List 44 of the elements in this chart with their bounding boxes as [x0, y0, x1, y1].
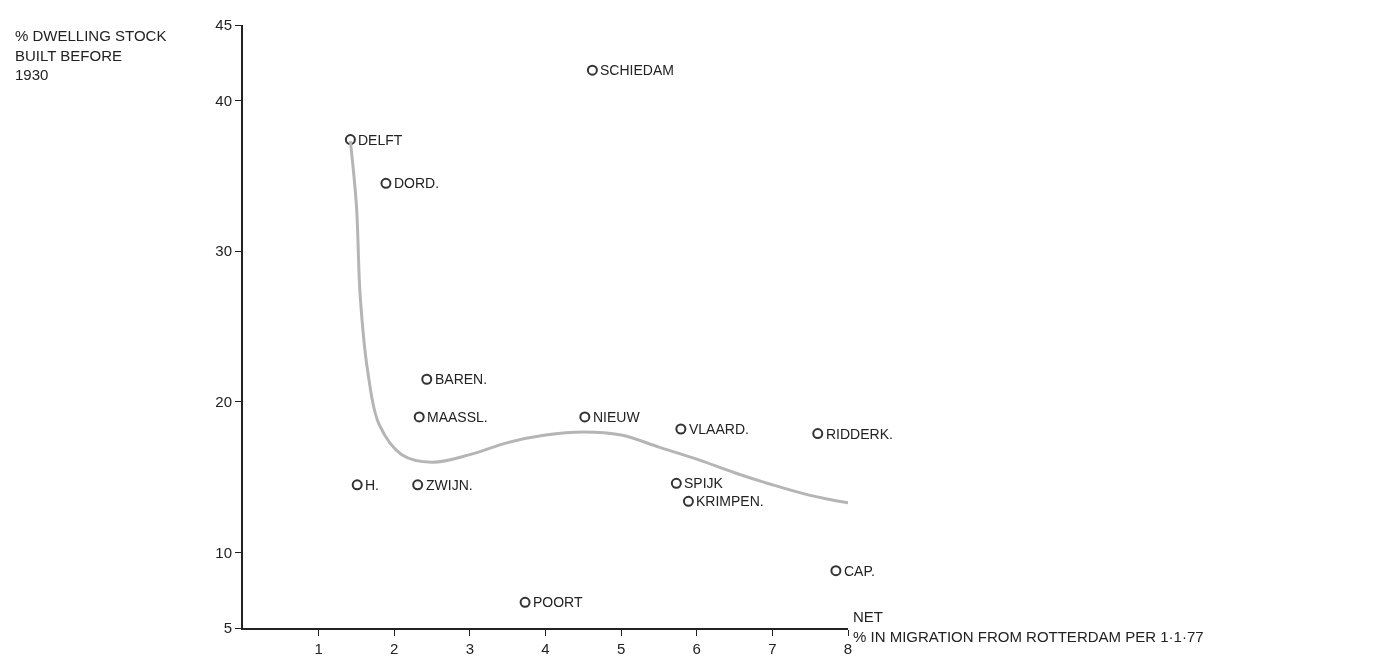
- annotation: NIEUW: [593, 409, 641, 425]
- x-tick-label: 4: [541, 640, 550, 657]
- annotation: BAREN.: [435, 371, 488, 387]
- annotation: POORT: [533, 594, 583, 610]
- x-tick-label: 7: [768, 640, 777, 657]
- y-tick-label: 30: [215, 242, 232, 260]
- y-tick-label: 5: [223, 619, 232, 637]
- annotation: RIDDERK.: [826, 426, 893, 442]
- point: [413, 411, 425, 423]
- x-axis-title: NET % IN MIGRATION FROM ROTTERDAM PER 1·1·77: [853, 608, 1204, 645]
- x-tick-label: 2: [390, 640, 399, 657]
- x-tick-label: 6: [692, 640, 701, 657]
- annotation: DELFT: [358, 132, 403, 148]
- annotation: MAASSL.: [427, 409, 488, 425]
- x-tick-label: 5: [616, 640, 626, 657]
- point: [344, 134, 356, 146]
- point: [351, 479, 363, 491]
- y-axis-title: % DWELLING STOCK BUILT BEFORE 1930: [15, 27, 167, 83]
- point: [519, 596, 531, 608]
- point: [812, 428, 824, 440]
- y-tick-label: 10: [215, 543, 232, 561]
- point: [380, 177, 392, 189]
- point: [412, 479, 424, 491]
- x-tick-label: 1: [314, 640, 323, 657]
- point: [670, 477, 682, 489]
- point: [579, 411, 591, 423]
- x-tick-label: 3: [465, 640, 475, 657]
- annotation: H.: [365, 477, 379, 493]
- annotation: CAP.: [844, 563, 875, 579]
- point: [675, 423, 687, 435]
- x-tick-label: 8: [843, 640, 853, 657]
- point: [682, 495, 694, 507]
- annotation: SCHIEDAM: [600, 62, 674, 78]
- point: [421, 373, 433, 385]
- point: [586, 64, 598, 76]
- y-tick-label: 45: [215, 16, 232, 34]
- annotation: VLAARD.: [689, 421, 749, 437]
- annotation: DORD.: [394, 175, 440, 191]
- annotation: SPIJK: [684, 475, 724, 491]
- y-tick-label: 20: [215, 393, 232, 411]
- point: [830, 565, 842, 577]
- annotation: ZWIJN.: [426, 477, 473, 493]
- annotation: KRIMPEN.: [696, 493, 764, 509]
- y-tick-label: 40: [215, 91, 232, 109]
